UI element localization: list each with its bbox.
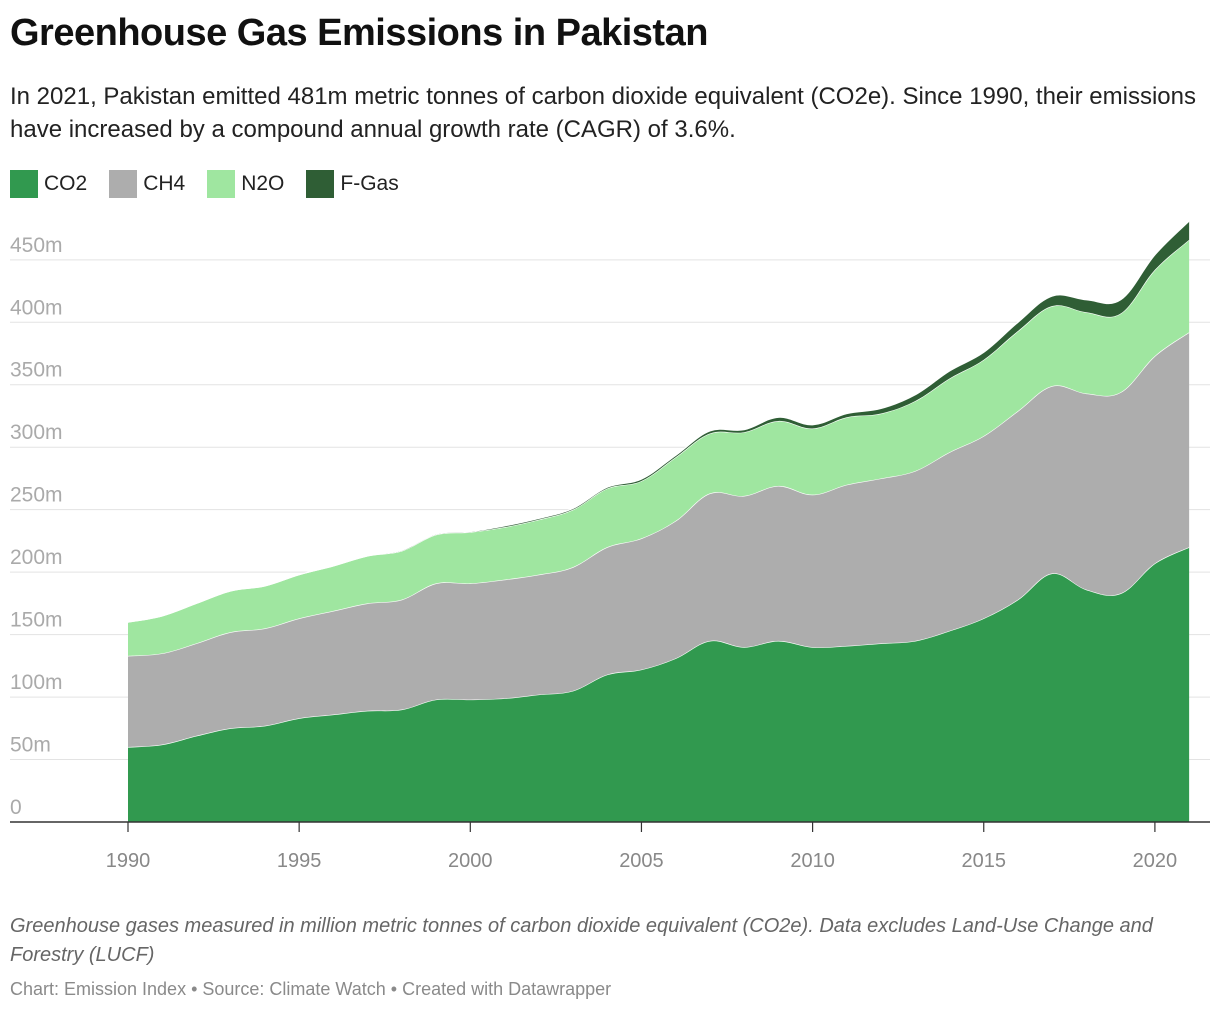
x-tick-label: 1990 (106, 850, 151, 872)
y-tick-label: 300m (10, 421, 63, 444)
chart-title: Greenhouse Gas Emissions in Pakistan (10, 12, 708, 54)
legend-swatch-fgas (306, 170, 335, 198)
y-tick-label: 350m (10, 359, 63, 382)
x-tick-label: 2020 (1133, 850, 1178, 872)
legend-item-n2o: N2O (207, 170, 284, 198)
legend-swatch-n2o (207, 170, 236, 198)
y-tick-label: 50m (10, 734, 51, 757)
legend: CO2 CH4 N2O F-Gas (10, 170, 421, 198)
area-series-co2 (128, 547, 1190, 822)
x-tick-label: 2005 (619, 850, 664, 872)
x-tick-label: 1995 (277, 850, 322, 872)
legend-label-co2: CO2 (44, 172, 88, 195)
y-tick-label: 450m (10, 234, 63, 257)
y-tick-label: 400m (10, 296, 63, 319)
legend-item-co2: CO2 (10, 170, 87, 198)
area-series-n2o (128, 239, 1190, 656)
chart-byline: Chart: Emission Index • Source: Climate … (10, 979, 612, 999)
y-tick-label: 250m (10, 484, 63, 507)
chart-subtitle: In 2021, Pakistan emitted 481m metric to… (10, 83, 1196, 143)
legend-item-ch4: CH4 (109, 170, 185, 198)
legend-label-ch4: CH4 (143, 172, 186, 195)
y-tick-label: 100m (10, 671, 63, 694)
y-axis-ticks: 0 50m 100m 150m 200m 250m 300m 350m 400m 450m (10, 234, 63, 819)
x-tick-label: 2000 (448, 850, 493, 872)
y-tick-label: 200m (10, 546, 63, 569)
area-series-ch4 (128, 332, 1190, 748)
legend-label-n2o: N2O (241, 172, 285, 195)
area-layers (127, 220, 1190, 822)
x-axis: 1990 1995 2000 2005 2010 2015 2020 (10, 821, 1210, 872)
legend-swatch-co2 (10, 170, 38, 198)
y-tick-label: 0 (10, 796, 22, 819)
area-edge-fgas (127, 220, 1190, 623)
chart-notes: Greenhouse gases measured in million met… (10, 915, 1153, 966)
legend-swatch-ch4 (109, 170, 138, 198)
x-tick-label: 2010 (790, 850, 835, 872)
y-tick-label: 150m (10, 609, 63, 632)
legend-item-fgas: F-Gas (306, 170, 399, 198)
stacked-area-chart: 0 50m 100m 150m 200m 250m 300m 350m 400m 450m 199… (10, 220, 1210, 872)
legend-label-fgas: F-Gas (340, 172, 399, 195)
x-tick-label: 2015 (962, 850, 1007, 872)
